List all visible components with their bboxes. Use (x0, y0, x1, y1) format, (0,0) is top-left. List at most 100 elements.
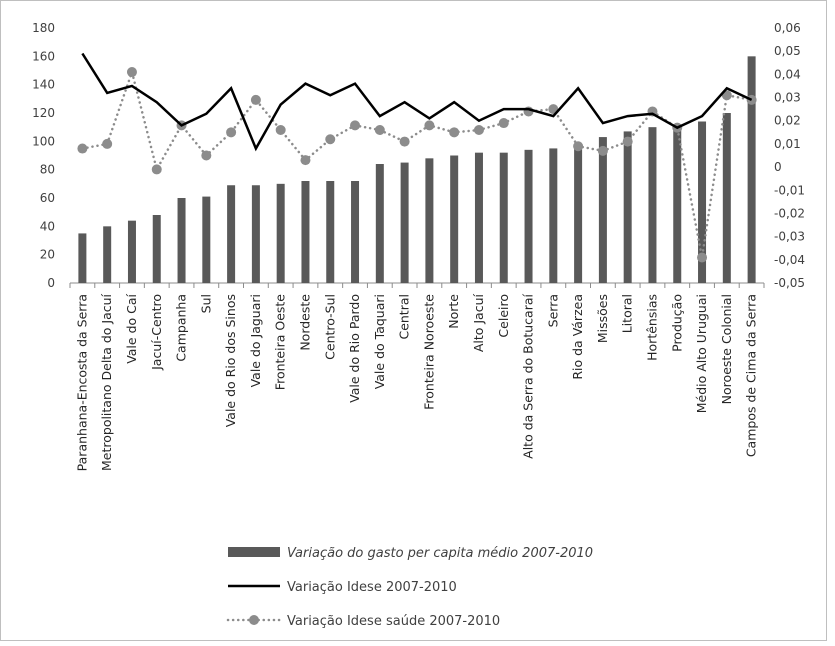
bar-gasto-per-capita (598, 137, 607, 283)
bar-gasto-per-capita (747, 56, 756, 284)
point-idese-saude (350, 120, 361, 131)
y-right-tick-label: 0,03 (774, 91, 801, 105)
y-right-tick-label: 0,01 (774, 137, 801, 151)
category-label: Vale do Rio dos Sinos (223, 294, 238, 427)
y-right-tick-label: 0,05 (774, 44, 801, 58)
bar-gasto-per-capita (474, 152, 483, 283)
bar-gasto-per-capita (698, 121, 707, 283)
bar-gasto-per-capita (673, 125, 682, 283)
point-idese-saude (473, 125, 484, 135)
point-idese-saude (597, 145, 608, 156)
y-left-tick-label: 20 (40, 248, 55, 262)
point-idese-saude (151, 164, 162, 175)
category-labels: Paranhana-Encosta da Serra Metropolitano … (74, 293, 758, 471)
point-idese-saude (201, 150, 212, 161)
legend-swatch-bar (228, 547, 280, 557)
category-label: Rio da Várzea (570, 294, 585, 380)
y-left-tick-label: 80 (40, 163, 55, 177)
category-label: Central (397, 294, 412, 340)
bar-gasto-per-capita (375, 164, 384, 283)
point-idese-saude (77, 143, 88, 154)
y-left-tick-label: 100 (32, 134, 55, 148)
category-label: Fronteira Noroeste (421, 294, 436, 410)
bar-gasto-per-capita (251, 185, 260, 283)
category-label: Campos de Cima da Serra (744, 294, 759, 457)
category-label: Vale do Caí (124, 293, 139, 363)
category-label: Vale do Taquari (372, 294, 387, 389)
series-line-idese-saude (81, 67, 753, 258)
point-idese-saude (300, 155, 311, 166)
point-idese-saude (498, 118, 509, 129)
category-label: Alto Jacuí (471, 293, 486, 352)
bar-gasto-per-capita (301, 181, 310, 283)
legend: Variação do gasto per capita médio 2007-… (226, 546, 593, 629)
category-label: Sul (198, 294, 213, 313)
bar-gasto-per-capita (103, 226, 112, 283)
category-label: Produção (669, 294, 684, 352)
category-label: Missões (595, 294, 610, 343)
y-right-tick-label: -0,04 (774, 253, 805, 267)
y-left-tick-label: 0 (47, 276, 55, 290)
point-idese-saude (573, 141, 584, 152)
bar-gasto-per-capita (648, 127, 657, 284)
y-left-tick-label: 120 (32, 106, 55, 120)
legend-label: Variação Idese saúde 2007-2010 (287, 614, 500, 629)
point-idese-saude (622, 136, 633, 147)
legend-label: Variação do gasto per capita médio 2007-… (287, 546, 593, 561)
y-right-tick-label: 0 (774, 160, 782, 174)
bar-gasto-per-capita (152, 215, 161, 283)
y-right-tick-label: 0,04 (774, 67, 801, 81)
bar-gasto-per-capita (326, 181, 335, 283)
category-label: Vale do Rio Pardo (347, 294, 362, 403)
category-label: Vale do Jaguari (248, 294, 263, 387)
category-label: Litoral (620, 294, 635, 333)
bar-gasto-per-capita (499, 152, 508, 283)
bar-gasto-per-capita (574, 145, 583, 283)
bar-gasto-per-capita (450, 155, 459, 283)
bar-gasto-per-capita (549, 148, 558, 283)
legend-swatch-marker (249, 615, 259, 625)
category-label: Noroeste Colonial (719, 294, 734, 404)
category-label: Médio Alto Uruguai (694, 294, 709, 413)
category-label: Alto da Serra do Botucaraí (521, 293, 536, 458)
category-label: Celeiro (496, 294, 511, 338)
bar-gasto-per-capita (722, 113, 731, 283)
y-right-tick-label: 0,06 (774, 21, 801, 35)
bar-gasto-per-capita (351, 181, 360, 283)
bar-gasto-per-capita (127, 220, 136, 283)
y-right-tick-label: -0,01 (774, 183, 805, 197)
bar-gasto-per-capita (276, 183, 285, 283)
point-idese-saude (102, 138, 113, 149)
lines-layer (77, 52, 757, 263)
y-right-tick-label: -0,02 (774, 206, 805, 220)
axes-layer: 0 20 40 60 80 100 120 140 160 180 -0,05 -0,04 -0,03 -… (32, 21, 805, 290)
category-label: Jacuí-Centro (149, 294, 164, 371)
category-label: Hortênsias (644, 294, 659, 361)
point-idese-saude (325, 134, 336, 145)
bar-gasto-per-capita (623, 131, 632, 283)
category-label: Serra (545, 294, 560, 327)
point-idese-saude (399, 136, 410, 147)
y-left-tick-label: 60 (40, 191, 55, 205)
y-right-tick-label: 0,02 (774, 114, 801, 128)
series-line-idese (81, 52, 753, 152)
bar-gasto-per-capita (78, 233, 87, 283)
category-label: Centro-Sul (322, 294, 337, 360)
bar-gasto-per-capita (524, 149, 533, 283)
y-left-tick-label: 40 (40, 219, 55, 233)
point-idese-saude (697, 252, 708, 263)
bar-gasto-per-capita (400, 162, 409, 283)
point-idese-saude (275, 125, 286, 135)
point-idese-saude (424, 120, 435, 131)
bar-gasto-per-capita (177, 198, 186, 283)
y-right-tick-label: -0,03 (774, 230, 805, 244)
point-idese-saude (449, 127, 460, 138)
y-left-tick-label: 160 (32, 49, 55, 63)
point-idese-saude (226, 127, 237, 138)
category-label: Metropolitano Delta do Jacuí (99, 293, 114, 471)
bars-layer (78, 56, 756, 284)
category-label: Campanha (174, 294, 189, 362)
category-label: Nordeste (297, 294, 312, 351)
